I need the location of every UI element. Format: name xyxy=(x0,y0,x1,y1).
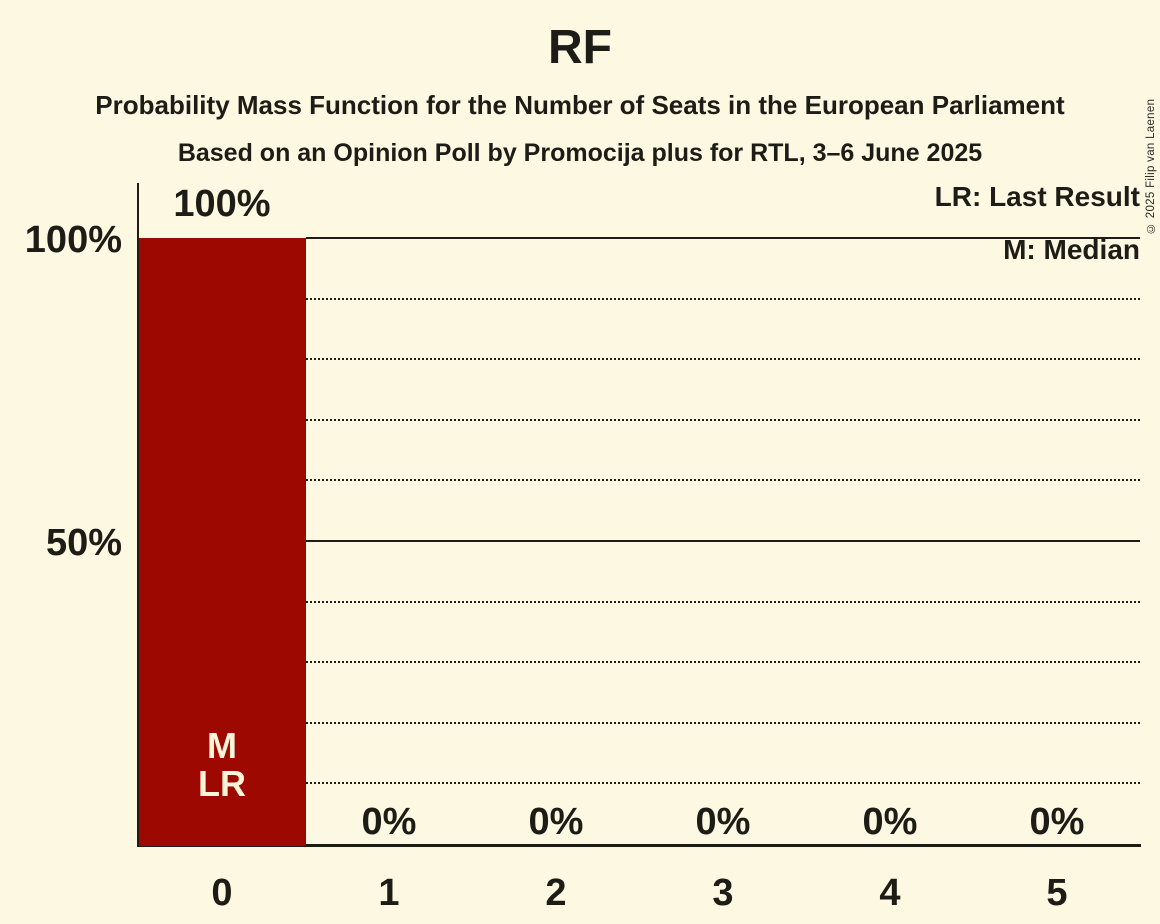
probability-bar-0: M LR xyxy=(138,238,306,846)
y-axis-label-100: 100% xyxy=(24,219,122,261)
x-axis-line xyxy=(136,844,1141,847)
chart-poll-source: Based on an Opinion Poll by Promocija pl… xyxy=(177,139,983,167)
bar-column-0: M LR 100% 0 xyxy=(138,0,306,924)
value-label-2: 0% xyxy=(528,801,584,843)
gridline-80pct xyxy=(305,358,1140,360)
chart-subtitle: Probability Mass Function for the Number… xyxy=(95,90,1065,120)
value-label-0: 100% xyxy=(173,183,271,225)
gridline-20pct xyxy=(305,721,1140,724)
value-label-4: 0% xyxy=(862,801,918,843)
median-marker: M xyxy=(207,725,237,766)
gridline-50pct xyxy=(305,540,1140,542)
x-tick-5: 5 xyxy=(1046,872,1068,914)
gridline-90pct xyxy=(305,297,1140,300)
bar-column-3: 0% 3 xyxy=(640,0,807,924)
bar-annotation: M LR xyxy=(139,727,306,803)
chart-title: RF xyxy=(548,21,612,74)
value-label-1: 0% xyxy=(361,801,417,843)
gridline-100pct xyxy=(305,236,1140,239)
y-axis-line xyxy=(136,183,139,846)
gridline-70pct xyxy=(305,418,1140,421)
gridline-60pct xyxy=(305,479,1140,481)
value-label-3: 0% xyxy=(695,801,751,843)
legend-last-result: LR: Last Result xyxy=(934,181,1140,212)
last-result-marker: LR xyxy=(198,763,246,804)
gridline-10pct xyxy=(305,782,1140,784)
x-tick-4: 4 xyxy=(879,872,901,914)
gridline-30pct xyxy=(305,661,1140,663)
bar-column-2: 0% 2 xyxy=(473,0,640,924)
x-tick-1: 1 xyxy=(378,872,400,914)
value-label-5: 0% xyxy=(1029,801,1085,843)
bar-column-4: 0% 4 xyxy=(807,0,974,924)
gridline-40pct xyxy=(305,600,1140,603)
y-axis-label-50: 50% xyxy=(45,522,122,564)
legend-median: M: Median xyxy=(1003,234,1140,265)
bar-column-1: 0% 1 xyxy=(306,0,473,924)
x-tick-2: 2 xyxy=(545,872,567,914)
bar-column-5: 0% 5 xyxy=(974,0,1141,924)
x-tick-3: 3 xyxy=(712,872,734,914)
x-tick-0: 0 xyxy=(211,872,233,914)
copyright-notice: © 2025 Filip van Laenen xyxy=(1145,98,1157,234)
